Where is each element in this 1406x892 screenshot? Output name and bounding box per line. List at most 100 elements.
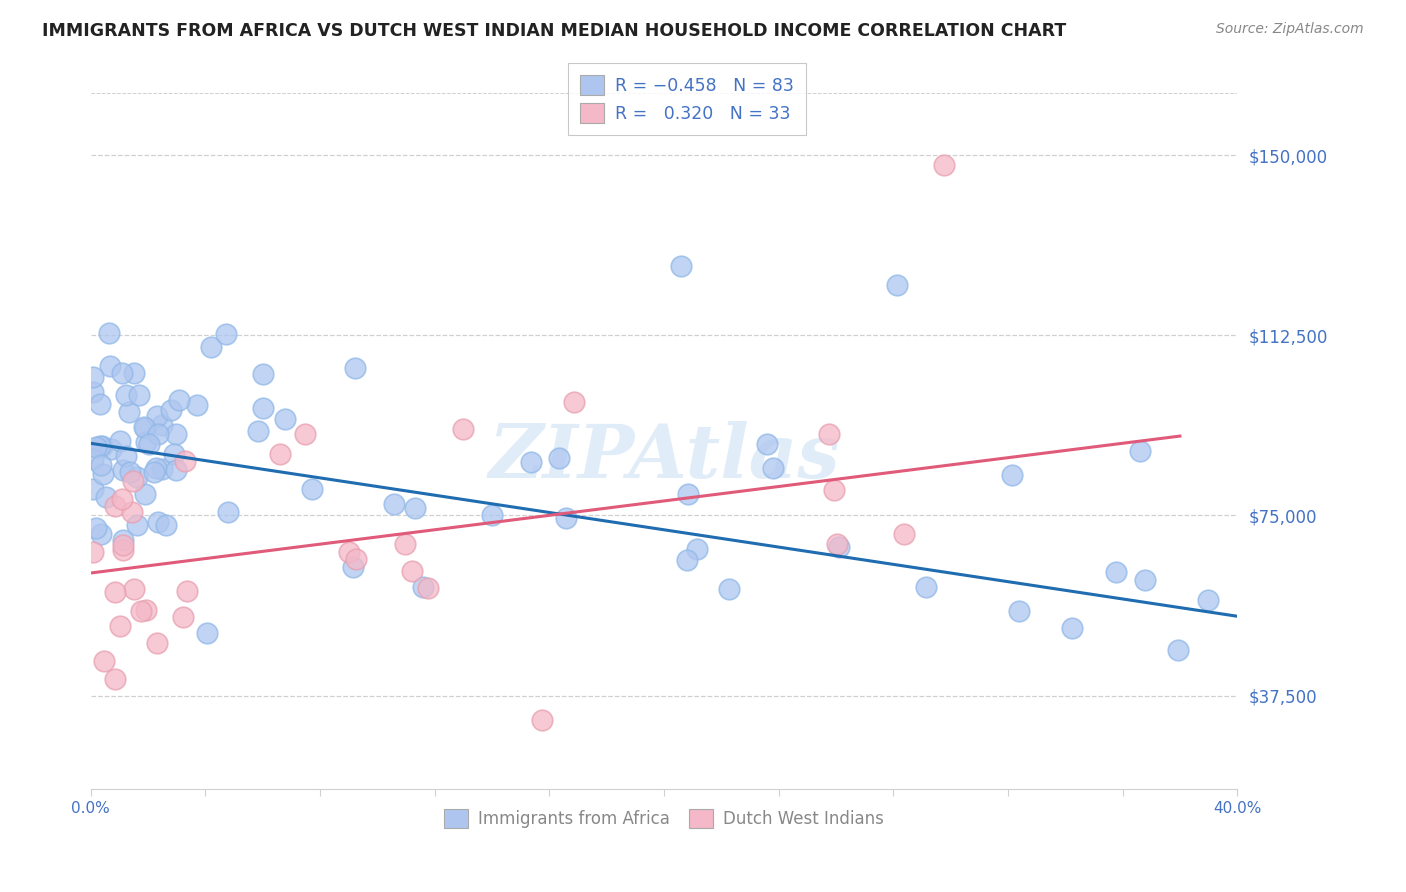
Point: [247, 424, 270, 438]
Point: [717, 582, 740, 596]
Point: [89, 439, 111, 453]
Point: [686, 542, 709, 557]
Point: [294, 427, 316, 442]
Point: [90, 527, 112, 541]
Point: [1000, 468, 1022, 483]
Point: [111, 538, 134, 552]
Point: [337, 545, 360, 559]
Point: [103, 499, 125, 513]
Point: [520, 454, 543, 468]
Point: [301, 483, 323, 497]
Point: [548, 451, 571, 466]
Point: [762, 460, 785, 475]
Point: [146, 426, 169, 441]
Point: [115, 388, 138, 402]
Point: [134, 421, 156, 435]
Point: [186, 398, 208, 412]
Point: [122, 582, 145, 596]
Point: [82, 545, 104, 559]
Point: [150, 462, 173, 476]
Point: [1167, 642, 1189, 657]
Point: [134, 487, 156, 501]
Point: [174, 454, 197, 468]
Point: [893, 527, 915, 541]
Point: [416, 582, 439, 596]
Point: [932, 158, 955, 172]
Point: [82, 482, 104, 496]
Point: [562, 395, 585, 409]
Point: [94, 491, 117, 505]
Point: [343, 360, 366, 375]
Point: [145, 461, 167, 475]
Point: [146, 636, 169, 650]
Point: [146, 515, 169, 529]
Point: [756, 436, 779, 450]
Point: [138, 436, 160, 450]
Point: [671, 259, 693, 273]
Point: [146, 409, 169, 424]
Point: [104, 672, 127, 686]
Point: [165, 426, 187, 441]
Point: [82, 384, 104, 399]
Point: [167, 392, 190, 407]
Point: [122, 366, 145, 380]
Point: [823, 483, 845, 497]
Point: [89, 397, 111, 411]
Point: [217, 505, 239, 519]
Point: [100, 442, 122, 456]
Point: [344, 552, 367, 566]
Point: [215, 326, 238, 341]
Point: [530, 713, 553, 727]
Point: [401, 564, 423, 578]
Point: [118, 466, 141, 480]
Point: [172, 610, 194, 624]
Point: [195, 625, 218, 640]
Point: [111, 366, 134, 380]
Point: [93, 654, 115, 668]
Point: [118, 405, 141, 419]
Point: [394, 536, 416, 550]
Point: [112, 542, 135, 557]
Point: [252, 401, 274, 415]
Point: [827, 540, 849, 554]
Point: [127, 469, 149, 483]
Point: [818, 426, 841, 441]
Point: [886, 277, 908, 292]
Point: [1008, 604, 1031, 618]
Point: [163, 447, 186, 461]
Point: [269, 447, 291, 461]
Point: [135, 435, 157, 450]
Point: [200, 340, 222, 354]
Point: [86, 521, 108, 535]
Point: [165, 463, 187, 477]
Point: [82, 452, 104, 467]
Point: [110, 492, 132, 507]
Point: [112, 462, 135, 476]
Point: [132, 420, 155, 434]
Point: [160, 402, 183, 417]
Point: [135, 603, 157, 617]
Legend: Immigrants from Africa, Dutch West Indians: Immigrants from Africa, Dutch West India…: [437, 803, 890, 835]
Point: [84, 440, 107, 454]
Point: [481, 508, 503, 523]
Point: [104, 585, 127, 599]
Point: [127, 518, 149, 533]
Point: [150, 418, 173, 433]
Point: [128, 388, 150, 402]
Point: [121, 505, 143, 519]
Text: Source: ZipAtlas.com: Source: ZipAtlas.com: [1216, 22, 1364, 37]
Point: [91, 438, 114, 452]
Point: [114, 449, 136, 463]
Point: [1197, 592, 1219, 607]
Point: [676, 487, 699, 501]
Point: [555, 511, 578, 525]
Point: [176, 584, 198, 599]
Point: [404, 501, 426, 516]
Point: [155, 517, 177, 532]
Point: [129, 604, 152, 618]
Point: [1129, 444, 1152, 458]
Text: ZIPAtlas: ZIPAtlas: [488, 421, 839, 494]
Point: [112, 533, 135, 547]
Point: [274, 411, 297, 425]
Point: [1062, 621, 1084, 635]
